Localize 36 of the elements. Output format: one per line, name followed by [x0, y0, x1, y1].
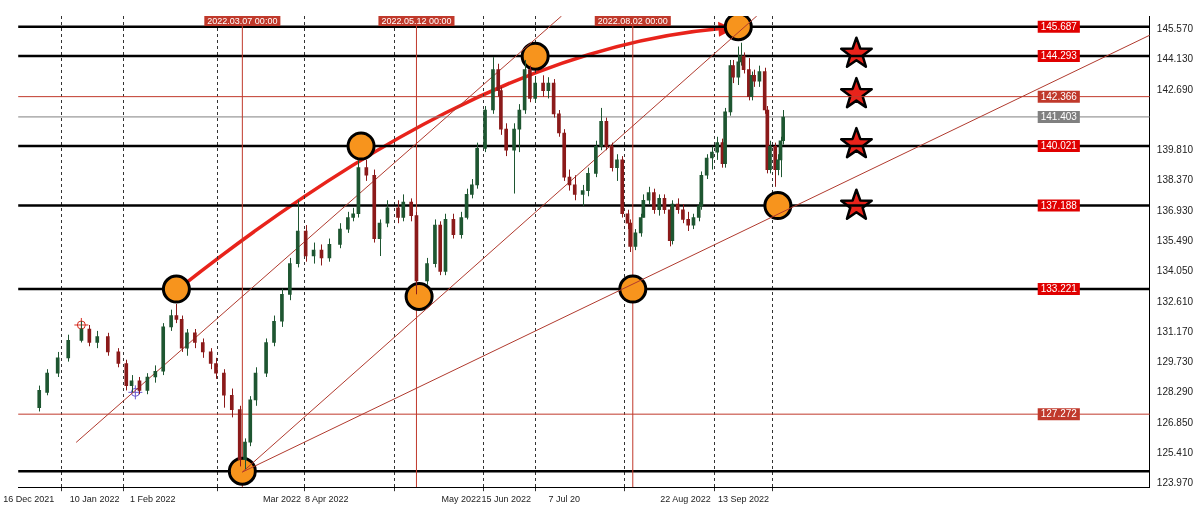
- ref-line-label: 140.021: [1040, 140, 1078, 152]
- ref-line-label: 137.188: [1040, 199, 1078, 211]
- y-tick-label: 145.570: [1156, 23, 1194, 34]
- y-tick-label: 129.730: [1156, 356, 1194, 368]
- y-tick-label: 134.050: [1156, 265, 1194, 277]
- x-tick-label: 15 Jun 2022: [481, 494, 531, 505]
- x-tick-label: 1 Feb 2022: [129, 494, 176, 505]
- y-tick-label: 136.930: [1156, 204, 1194, 216]
- ref-line-label: 2022.05.12 00:00: [381, 15, 452, 26]
- y-tick-label: 128.290: [1156, 386, 1194, 398]
- y-tick-label: 139.810: [1156, 144, 1194, 156]
- x-tick-label: 22 Aug 2022: [660, 494, 711, 505]
- y-tick-label: 131.170: [1156, 325, 1194, 337]
- x-tick-label: May 2022: [441, 494, 482, 505]
- x-tick-label: 13 Sep 2022: [718, 494, 770, 505]
- x-tick-label: 7 Jul 20: [548, 494, 580, 505]
- x-tick-label: Mar 2022: [262, 494, 301, 505]
- y-tick-label: 144.130: [1156, 53, 1194, 65]
- ref-line-label: 2022.08.02 00:00: [597, 15, 668, 26]
- y-tick-label: 132.610: [1156, 295, 1194, 307]
- y-tick-label: 126.850: [1156, 416, 1194, 428]
- y-tick-label: 125.410: [1156, 447, 1194, 459]
- ref-line-label: 142.366: [1040, 90, 1078, 102]
- ref-line-label: 127.272: [1040, 408, 1078, 420]
- ref-line-label: 145.687: [1040, 21, 1078, 33]
- x-tick-label: 8 Apr 2022: [305, 494, 349, 505]
- ref-line-label: 133.221: [1040, 283, 1078, 295]
- x-tick-label: 16 Dec 2021: [3, 494, 55, 505]
- y-tick-label: 142.690: [1156, 83, 1194, 95]
- ref-line-label: 2022.03.07 00:00: [207, 15, 278, 26]
- ref-line-label: 144.293: [1040, 50, 1078, 62]
- y-tick-label: 135.490: [1156, 235, 1194, 247]
- ref-line-label: 141.403: [1040, 111, 1078, 123]
- x-tick-label: 10 Jan 2022: [69, 494, 120, 505]
- y-tick-label: 123.970: [1156, 477, 1194, 489]
- y-tick-label: 138.370: [1156, 174, 1194, 186]
